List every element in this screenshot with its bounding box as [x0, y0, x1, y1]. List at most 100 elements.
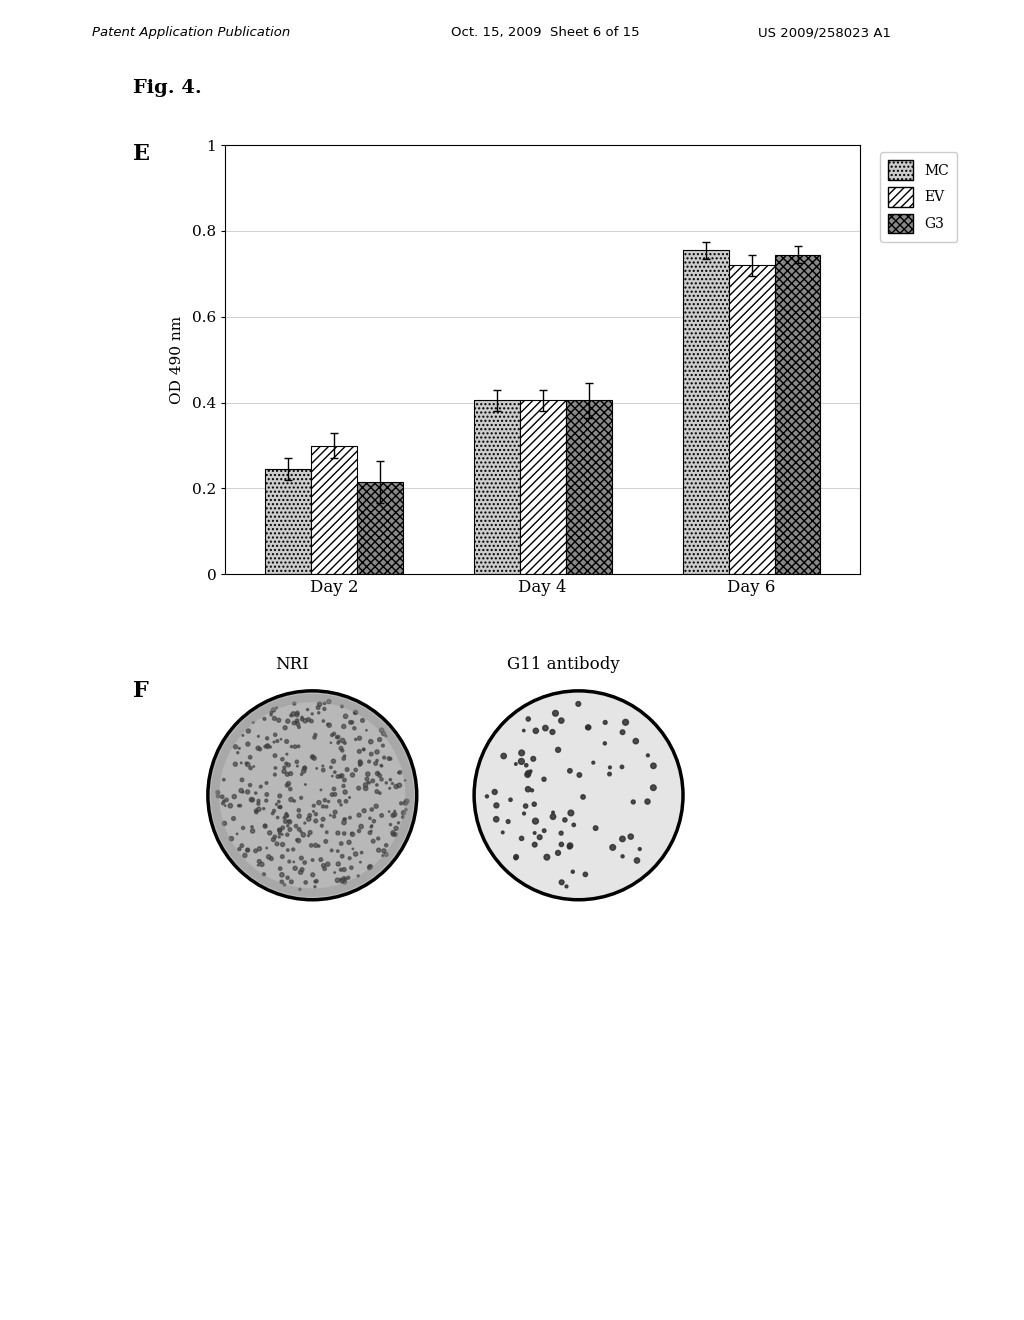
- Point: [330, 733, 346, 754]
- Point: [517, 796, 534, 817]
- Point: [245, 789, 261, 810]
- Point: [258, 837, 274, 858]
- Point: [268, 697, 285, 718]
- Point: [516, 719, 532, 741]
- Point: [300, 825, 316, 846]
- Point: [240, 754, 256, 775]
- Point: [385, 824, 401, 845]
- Point: [386, 801, 402, 822]
- Point: [274, 824, 291, 845]
- Point: [245, 821, 261, 842]
- Point: [338, 791, 354, 812]
- Point: [283, 789, 299, 810]
- Point: [323, 805, 339, 826]
- Bar: [520, 400, 565, 574]
- Point: [263, 705, 280, 726]
- Point: [496, 746, 512, 767]
- Point: [373, 755, 389, 776]
- Point: [503, 789, 519, 810]
- Bar: [683, 251, 729, 574]
- Point: [355, 739, 372, 760]
- Point: [382, 777, 398, 799]
- Point: [270, 791, 287, 812]
- Point: [355, 739, 372, 760]
- Point: [305, 746, 322, 767]
- Point: [345, 838, 361, 859]
- Point: [347, 729, 364, 750]
- Point: [357, 777, 374, 799]
- Point: [288, 711, 304, 733]
- Point: [263, 849, 280, 870]
- Point: [274, 846, 291, 867]
- Point: [327, 762, 343, 783]
- Point: [271, 785, 288, 807]
- Point: [279, 731, 295, 752]
- Point: [536, 820, 552, 841]
- Point: [282, 818, 298, 840]
- Point: [239, 752, 255, 774]
- Point: [275, 760, 292, 781]
- Point: [388, 776, 404, 797]
- Point: [323, 756, 339, 777]
- Point: [248, 783, 264, 804]
- Point: [525, 748, 542, 770]
- Point: [282, 812, 298, 833]
- Point: [342, 807, 358, 828]
- Point: [639, 791, 655, 812]
- Point: [233, 752, 250, 774]
- Point: [324, 840, 340, 861]
- Point: [290, 714, 306, 735]
- Point: [291, 805, 307, 826]
- Point: [265, 700, 282, 721]
- Point: [364, 821, 380, 842]
- Point: [256, 799, 272, 820]
- Point: [347, 702, 364, 723]
- Point: [308, 871, 325, 892]
- Point: [258, 791, 274, 812]
- Point: [519, 764, 536, 785]
- Point: [250, 726, 266, 747]
- Point: [524, 780, 541, 801]
- Point: [640, 744, 656, 766]
- Point: [316, 693, 333, 714]
- Point: [325, 766, 341, 787]
- Point: [361, 822, 378, 843]
- Point: [369, 750, 385, 771]
- Point: [234, 781, 251, 803]
- Point: [358, 719, 375, 741]
- Point: [259, 735, 275, 756]
- Point: [360, 751, 377, 772]
- Point: [298, 873, 314, 894]
- Point: [225, 808, 242, 829]
- Point: [479, 785, 496, 807]
- Point: [297, 851, 313, 873]
- Point: [297, 774, 313, 795]
- Point: [513, 828, 529, 849]
- Point: [351, 741, 368, 762]
- Point: [578, 863, 594, 884]
- Point: [354, 710, 371, 731]
- Point: [331, 791, 347, 812]
- Point: [581, 717, 597, 738]
- Point: [336, 812, 352, 833]
- Point: [257, 816, 273, 837]
- Point: [488, 809, 505, 830]
- Point: [334, 766, 350, 787]
- Point: [307, 876, 324, 898]
- Point: [357, 775, 374, 796]
- Point: [327, 784, 343, 805]
- Point: [369, 742, 385, 763]
- Point: [372, 766, 388, 787]
- Point: [378, 726, 394, 747]
- Point: [216, 791, 232, 812]
- Point: [553, 822, 569, 843]
- Point: [284, 737, 300, 758]
- Point: [304, 850, 321, 871]
- Point: [334, 870, 350, 891]
- Point: [315, 759, 332, 780]
- Point: [365, 830, 381, 851]
- Point: [364, 799, 380, 820]
- Point: [342, 711, 358, 733]
- Point: [553, 871, 569, 892]
- Point: [317, 830, 334, 851]
